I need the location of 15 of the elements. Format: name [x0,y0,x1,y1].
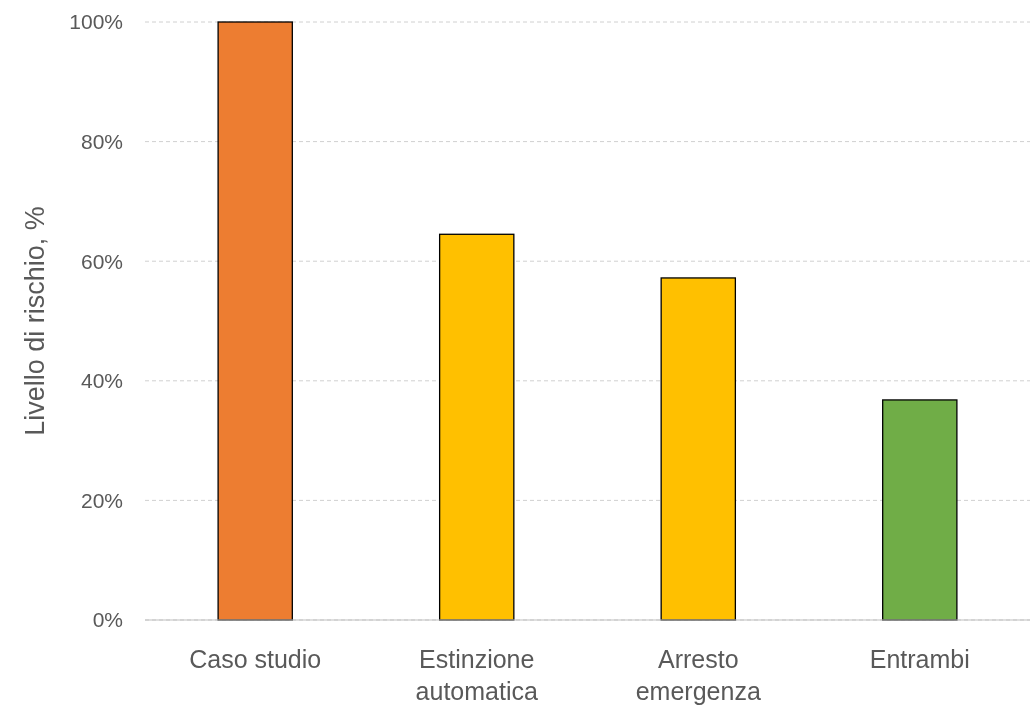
y-tick-label: 20% [80,488,123,512]
y-tick-label: 80% [80,129,123,153]
x-tick-label: Arresto emergenza [635,645,761,705]
y-tick-label: 0% [92,608,123,632]
y-axis-title: Livello di rischio, % [20,206,50,436]
bar [217,21,293,621]
x-tick-label: Estinzione automatica [415,645,538,705]
y-tick-label: 60% [80,249,123,273]
y-tick-label: 100% [69,10,123,34]
x-tick-label: Entrambi [869,645,970,673]
bar [438,233,515,621]
x-tick-label: Caso studio [189,645,322,673]
bar [660,277,737,621]
bar [882,399,958,621]
y-tick-label: 40% [80,369,123,393]
